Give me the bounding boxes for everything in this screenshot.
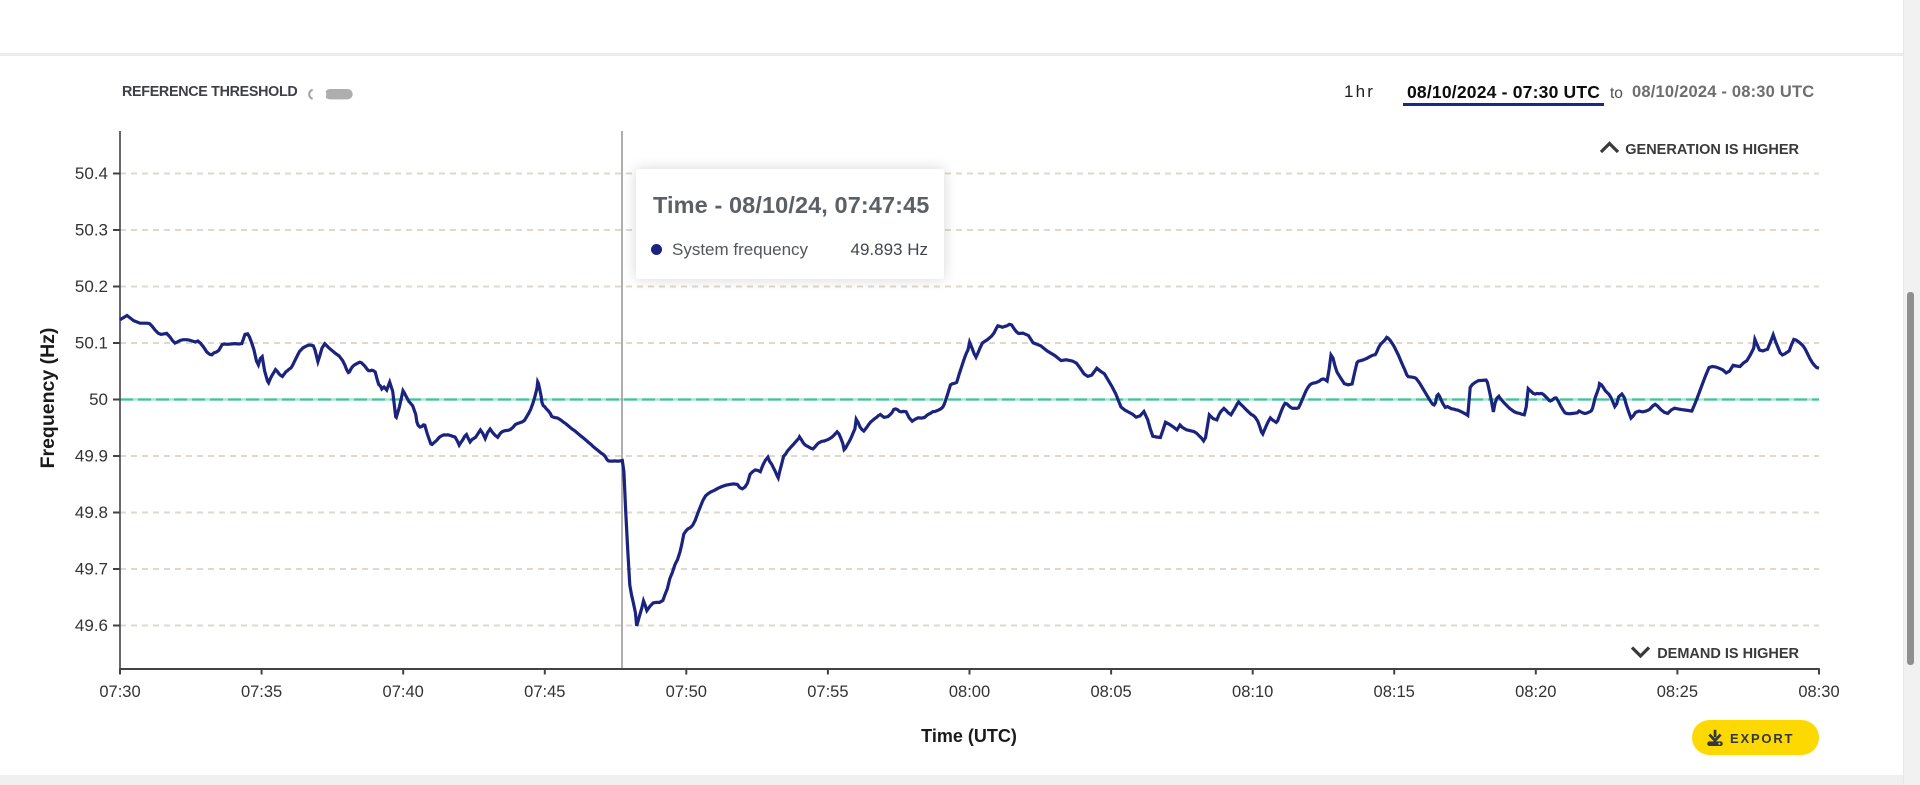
svg-text:08:20: 08:20 [1515, 683, 1556, 701]
svg-text:50.3: 50.3 [75, 221, 108, 240]
svg-text:07:35: 07:35 [241, 683, 282, 701]
svg-text:Frequency (Hz): Frequency (Hz) [37, 328, 59, 469]
svg-text:49.6: 49.6 [75, 616, 108, 635]
svg-text:50.2: 50.2 [75, 277, 108, 296]
svg-text:08:15: 08:15 [1374, 683, 1415, 701]
svg-text:07:50: 07:50 [666, 683, 707, 701]
svg-text:08:05: 08:05 [1090, 683, 1131, 701]
svg-text:Time (UTC): Time (UTC) [921, 726, 1017, 746]
svg-text:49.8: 49.8 [75, 503, 108, 522]
svg-text:DEMAND IS HIGHER: DEMAND IS HIGHER [1657, 646, 1799, 662]
svg-text:08:25: 08:25 [1657, 683, 1698, 701]
svg-text:GENERATION IS HIGHER: GENERATION IS HIGHER [1625, 142, 1799, 158]
svg-text:07:30: 07:30 [99, 683, 140, 701]
svg-text:49.9: 49.9 [75, 447, 108, 466]
svg-text:50.4: 50.4 [75, 164, 108, 183]
svg-text:08:00: 08:00 [949, 683, 990, 701]
svg-text:50: 50 [89, 390, 108, 409]
svg-text:08:30: 08:30 [1798, 683, 1839, 701]
svg-text:08:10: 08:10 [1232, 683, 1273, 701]
svg-text:50.1: 50.1 [75, 334, 108, 353]
svg-text:49.7: 49.7 [75, 560, 108, 579]
svg-text:07:45: 07:45 [524, 683, 565, 701]
svg-text:07:55: 07:55 [807, 683, 848, 701]
svg-text:07:40: 07:40 [383, 683, 424, 701]
